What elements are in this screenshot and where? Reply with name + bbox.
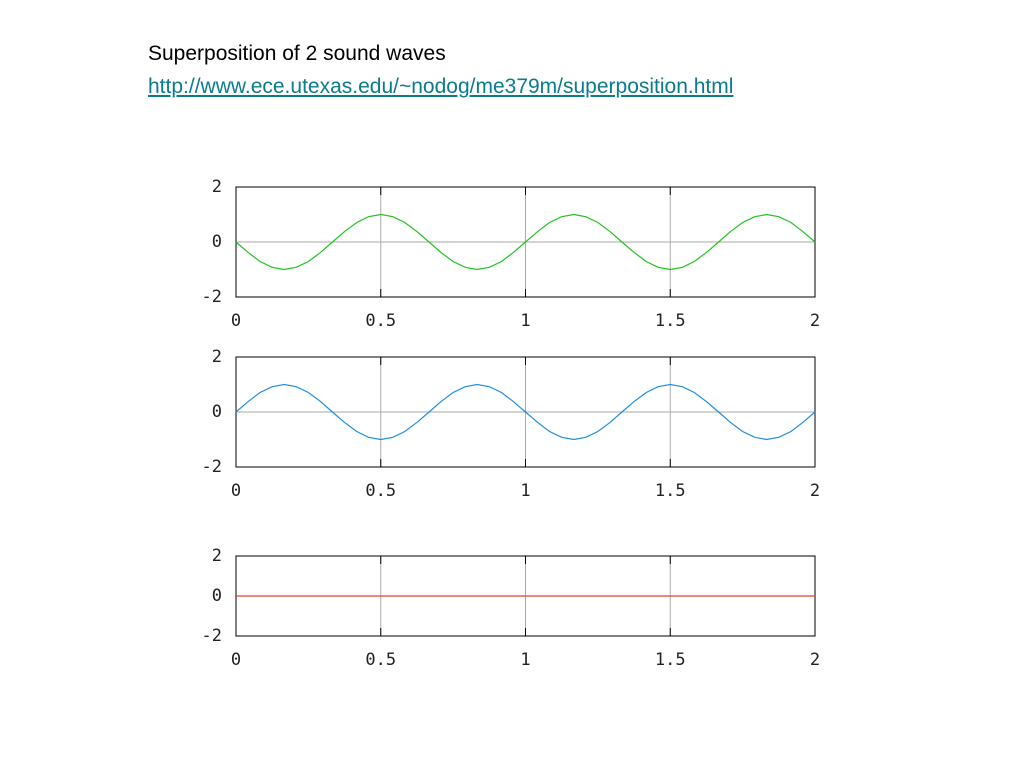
x-tick-label: 1.5 <box>655 311 686 331</box>
x-tick-label: 0.5 <box>365 481 396 501</box>
x-tick-label: 2 <box>810 650 820 670</box>
x-tick-label: 0 <box>231 481 241 501</box>
y-tick-label: 2 <box>212 546 222 566</box>
x-tick-label: 0.5 <box>365 311 396 331</box>
y-tick-label: 0 <box>212 586 222 606</box>
y-tick-label: 0 <box>212 232 222 252</box>
x-tick-label: 0.5 <box>365 650 396 670</box>
x-tick-label: 1.5 <box>655 650 686 670</box>
y-tick-label: 2 <box>212 177 222 197</box>
y-tick-label: -2 <box>202 287 222 307</box>
y-tick-label: -2 <box>202 626 222 646</box>
x-tick-label: 2 <box>810 311 820 331</box>
x-tick-label: 2 <box>810 481 820 501</box>
wave-line <box>235 383 816 441</box>
x-tick-label: 1 <box>520 311 530 331</box>
title: Superposition of 2 sound waves <box>148 42 446 65</box>
y-tick-label: 0 <box>212 402 222 422</box>
x-tick-label: 1.5 <box>655 481 686 501</box>
x-tick-label: 0 <box>231 311 241 331</box>
x-tick-label: 0 <box>231 650 241 670</box>
link[interactable]: http://www.ece.utexas.edu/~nodog/me379m/… <box>148 75 734 98</box>
x-tick-label: 1 <box>520 650 530 670</box>
x-tick-label: 1 <box>520 481 530 501</box>
wave-line <box>235 213 816 271</box>
y-tick-label: -2 <box>202 457 222 477</box>
y-tick-label: 2 <box>212 347 222 367</box>
